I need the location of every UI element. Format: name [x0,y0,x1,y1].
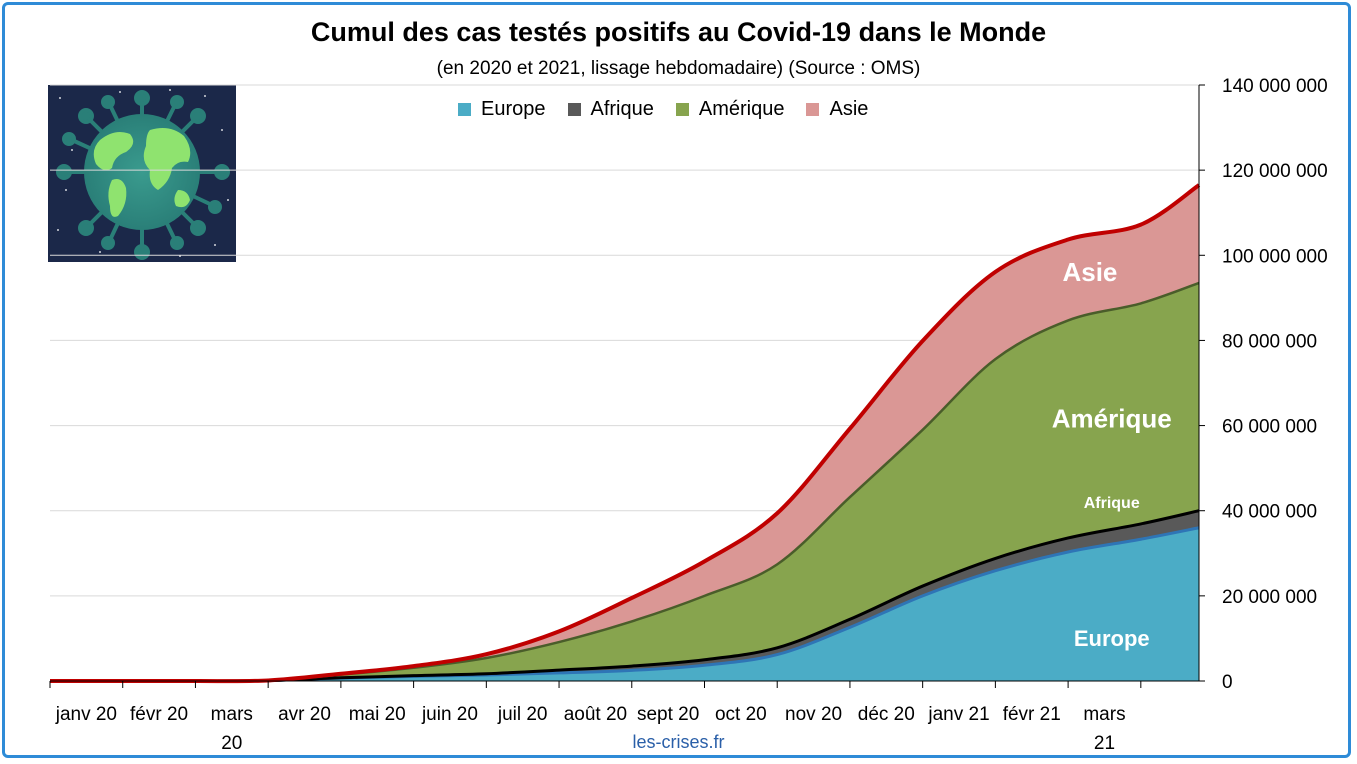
x-axis-ticks: janv 20 févr 20 mars 20 avr 20 mai 20 juin 20 j… [49,681,1142,754]
y-tick-label: 140 000 000 [1222,76,1328,97]
x-tick-label: juin 20 [421,704,478,725]
area-labels: Europe Afrique Amérique Asie [1052,257,1172,651]
x-tick-label: avr 20 [278,704,331,725]
y-tick-label: 120 000 000 [1222,161,1328,182]
x-tick-label: janv 20 [55,704,117,725]
axes [50,85,1200,682]
legend-swatch-europe [458,103,471,116]
legend-label-asie: Asie [829,98,869,120]
y-tick-label: 0 [1222,672,1233,693]
legend-label-europe: Europe [481,98,546,120]
source-credit: les-crises.fr [632,732,725,752]
legend-item-afrique: Afrique [567,98,654,121]
x-tick-label-line2: 21 [1094,733,1115,754]
chart-subtitle: (en 2020 et 2021, lissage hebdomadaire) … [436,58,921,79]
legend-swatch-asie [806,103,820,116]
area-label-afrique: Afrique [1084,495,1140,512]
x-tick-label: mars [211,704,253,725]
x-tick-label: août 20 [564,704,627,725]
legend-item-asie: Asie [806,98,868,121]
legend-item-europe: Europe [458,98,546,121]
x-tick-label: mai 20 [349,704,406,725]
y-tick-label: 20 000 000 [1222,587,1317,608]
x-tick-label-line2: 20 [221,733,242,754]
legend-label-afrique: Afrique [590,98,654,120]
legend-swatch-afrique [567,103,581,116]
area-amérique [50,282,1199,682]
y-tick-label: 100 000 000 [1222,246,1328,267]
area-label-amérique: Amérique [1052,403,1172,433]
virus-globe-image [48,85,236,262]
y-tick-label: 40 000 000 [1222,502,1317,523]
legend: Europe Afrique Amérique Asie [458,98,868,121]
x-tick-label: oct 20 [715,704,767,725]
x-tick-label: févr 21 [1003,704,1061,725]
y-tick-label: 80 000 000 [1222,331,1317,352]
x-tick-label: janv 21 [927,704,989,725]
legend-label-amerique: Amérique [698,98,785,120]
area-label-europe: Europe [1074,626,1150,651]
legend-item-amerique: Amérique [675,98,785,121]
legend-swatch-amerique [675,103,689,116]
x-tick-label: déc 20 [858,704,915,725]
y-tick-label: 60 000 000 [1222,417,1317,438]
x-tick-label: nov 20 [785,704,842,725]
x-tick-label: juil 20 [497,704,548,725]
y-axis-ticks: 0 20 000 000 40 000 000 60 000 000 80 000 00… [1199,76,1328,693]
chart-title: Cumul des cas testés positifs au Covid-1… [310,17,1047,47]
area-label-asie: Asie [1062,257,1117,287]
area-europe [50,527,1199,682]
x-tick-label: sept 20 [637,704,699,725]
x-tick-label: mars [1083,704,1125,725]
x-tick-label: févr 20 [130,704,188,725]
